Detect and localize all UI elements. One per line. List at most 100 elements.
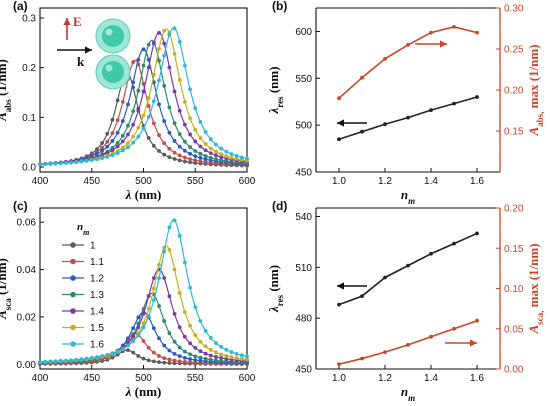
series-point-1.4 — [146, 65, 151, 70]
series-point-1.6 — [182, 260, 187, 265]
y-tick-label: 450 — [295, 365, 312, 376]
series-point-1.6 — [110, 351, 115, 356]
series-point-1.1 — [120, 99, 125, 104]
series-point-1.6 — [63, 358, 68, 363]
series-point-1.5 — [219, 152, 224, 157]
series-point-1.2 — [141, 47, 146, 52]
series-point-1.3 — [193, 149, 198, 153]
legend: nm1 1.1 1.2 1.3 1.4 1.5 1.6 — [62, 221, 104, 351]
series-point-1.5 — [182, 99, 187, 104]
series-point-1.3 — [203, 356, 208, 361]
x-tick-label: 1.0 — [332, 373, 346, 384]
series-point-1.4 — [151, 41, 156, 46]
series-point-left — [429, 251, 433, 256]
series-point-1.6 — [239, 353, 244, 358]
series-point-1.4 — [162, 276, 167, 280]
series-point-1.1 — [162, 356, 167, 361]
series-line-1.4 — [39, 268, 248, 364]
series-point-left — [337, 302, 341, 307]
y-tick-label: 0.04 — [17, 265, 37, 276]
series-point-1.4 — [115, 144, 120, 149]
series-point-1.3 — [157, 58, 161, 63]
series-point-1.6 — [120, 346, 125, 351]
series-point-1.5 — [198, 339, 203, 344]
series-point-1.6 — [151, 99, 156, 104]
series-point-1.4 — [157, 30, 161, 35]
series-point-1.1 — [182, 155, 187, 160]
series-point-1.4 — [198, 349, 203, 354]
right-axis-indicator-arrow-head — [470, 339, 477, 347]
series-point-1 — [126, 348, 130, 353]
series-point-1.4 — [214, 153, 218, 158]
x-tick-label: 1.4 — [424, 176, 438, 187]
right-axis-indicator-arrow-head — [440, 40, 447, 48]
series-point-1.6 — [136, 134, 141, 139]
series-point-1.6 — [136, 333, 141, 338]
e-field-label: E — [73, 14, 82, 29]
series-point-1.6 — [79, 159, 84, 164]
series-point-1.6 — [146, 115, 151, 119]
series-point-1.6 — [141, 325, 146, 330]
series-point-1 — [157, 360, 161, 365]
series-point-1.5 — [188, 116, 192, 121]
series-point-1.6 — [43, 359, 48, 364]
x-tick-label: 400 — [32, 176, 49, 187]
series-point-1.3 — [219, 158, 224, 163]
series-point-left — [475, 95, 479, 99]
nanosphere-highlight — [105, 64, 113, 72]
series-point-1.5 — [214, 149, 218, 154]
y-right-tick-label: 0.00 — [504, 365, 524, 376]
series-point-right — [452, 24, 456, 29]
series-point-left — [360, 129, 364, 134]
series-point-1.6 — [110, 153, 115, 158]
series-point-1.6 — [146, 314, 151, 318]
series-point-1.4 — [167, 65, 172, 70]
series-point-1.2 — [172, 139, 177, 143]
series-point-1.3 — [157, 304, 161, 308]
series-point-1.1 — [141, 339, 146, 343]
series-point-1.6 — [239, 155, 244, 160]
y-tick-label: 0.0 — [22, 163, 36, 174]
series-line-right — [338, 26, 478, 99]
series-point-1.2 — [157, 336, 161, 341]
y-tick-label: 0.06 — [17, 218, 37, 229]
x-tick-label: 1.2 — [378, 373, 392, 384]
series-point-1.4 — [208, 353, 213, 358]
x-tick-label: 400 — [32, 373, 49, 384]
series-point-1.2 — [162, 119, 167, 123]
series-point-1.4 — [214, 354, 218, 359]
x-tick-label: 500 — [135, 373, 152, 384]
series-point-1.1 — [157, 133, 161, 138]
x-axis-label: nm — [401, 187, 415, 206]
x-tick-label: 1.4 — [424, 373, 438, 384]
series-point-1.5 — [214, 350, 218, 355]
series-point-1.5 — [234, 356, 239, 360]
legend-swatch-marker — [70, 242, 76, 248]
series-point-1.6 — [245, 354, 249, 359]
series-point-1.2 — [136, 57, 141, 62]
series-point-1 — [182, 159, 187, 164]
series-point-1.5 — [229, 155, 234, 160]
series-point-right — [475, 30, 479, 35]
series-point-1.6 — [234, 153, 239, 158]
y-axis-label: Aabs (1/nm) — [0, 59, 13, 122]
series-point-1.6 — [177, 233, 182, 238]
series-point-1.1 — [110, 131, 115, 136]
series-point-1.4 — [177, 108, 182, 113]
series-point-1.1 — [146, 104, 151, 108]
series-point-1.6 — [219, 345, 224, 349]
series-point-1.6 — [100, 354, 105, 358]
series-point-1.2 — [167, 130, 172, 135]
series-point-1 — [131, 350, 136, 355]
series-point-1.5 — [146, 96, 151, 100]
series-point-1.5 — [224, 353, 229, 358]
series-point-1.4 — [177, 325, 182, 330]
panel-c: 400 450 500 550 600 0.00 0.02 0.04 0.06 (c) λ (nm)… — [0, 199, 256, 399]
series-point-1.1 — [167, 357, 172, 362]
x-tick-label: 1.0 — [332, 176, 346, 187]
series-point-1.6 — [58, 358, 63, 363]
series-point-1.5 — [131, 134, 136, 139]
series-point-left — [452, 101, 456, 106]
x-tick-label: 550 — [187, 176, 204, 187]
series-point-1.1 — [105, 139, 110, 144]
